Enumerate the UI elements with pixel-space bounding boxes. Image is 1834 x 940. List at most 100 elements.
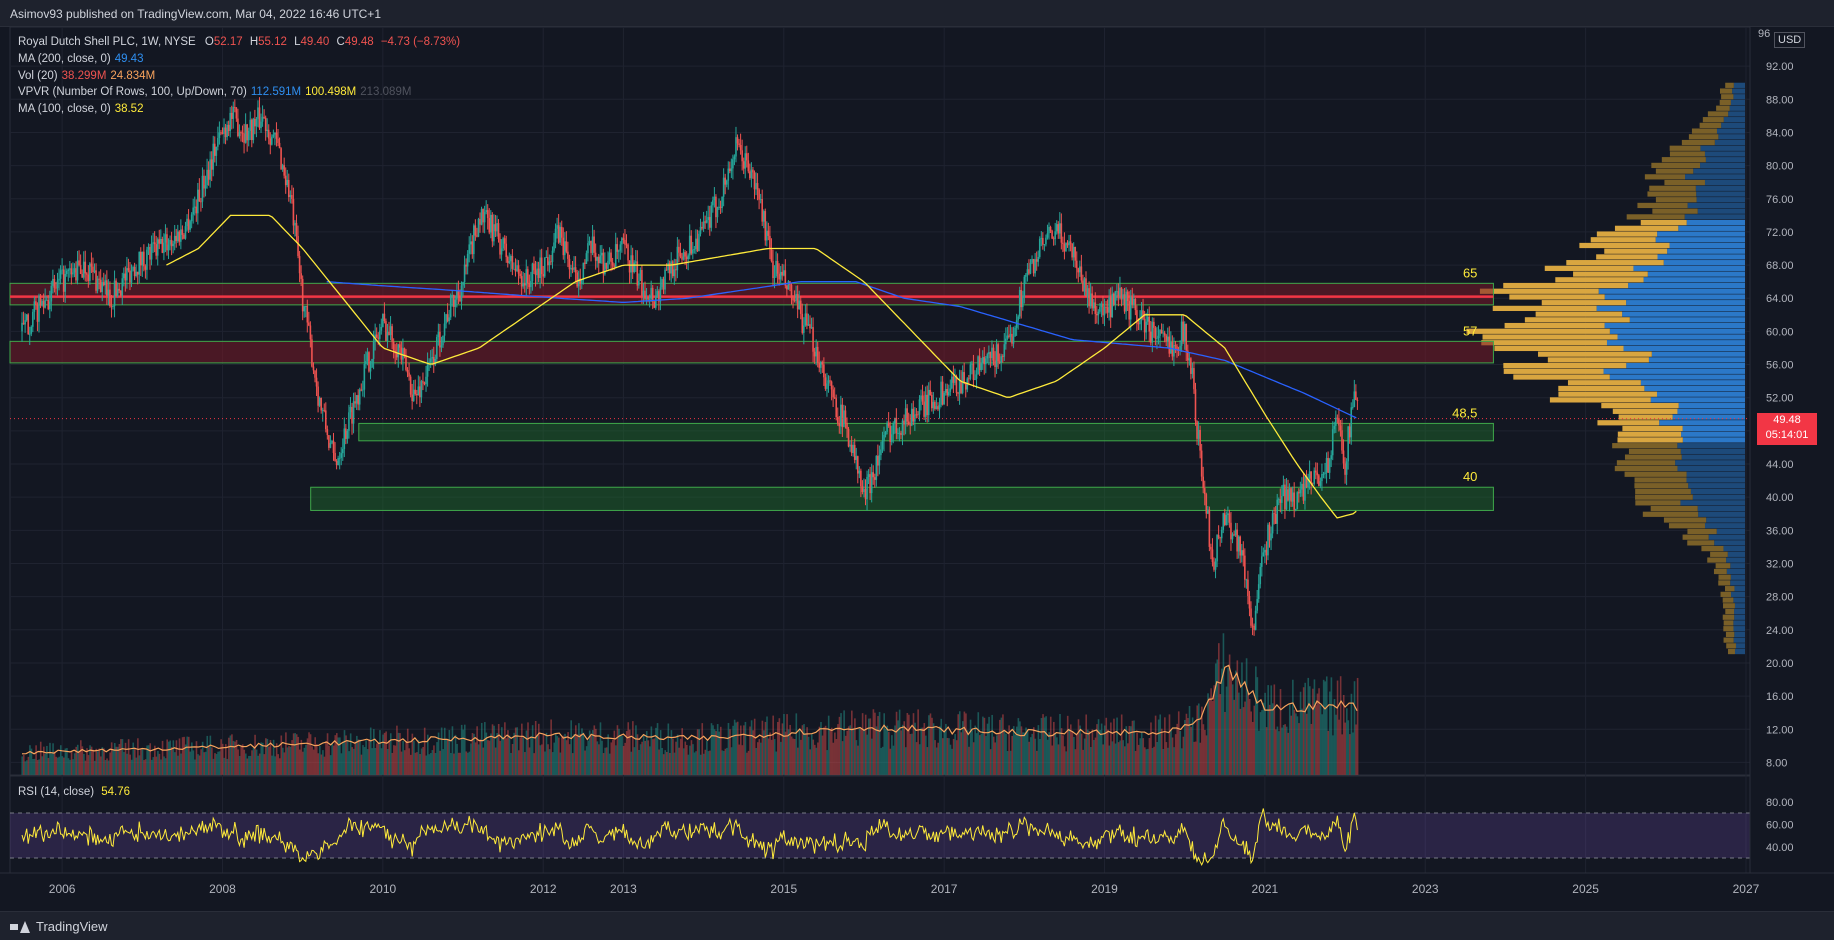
candle-body <box>106 280 108 296</box>
candle-body <box>64 274 67 292</box>
volume-bar <box>1255 666 1257 775</box>
vp-row-down <box>1718 574 1731 580</box>
candle-body <box>1105 306 1107 308</box>
vp-row-up <box>1626 362 1745 369</box>
volume-bar <box>1171 737 1174 775</box>
candle-body <box>489 214 492 233</box>
candle-body <box>264 117 267 131</box>
candle-body <box>722 177 725 197</box>
volume-bar <box>886 725 889 775</box>
volume-bar <box>1167 747 1169 775</box>
volume-bar <box>601 740 603 775</box>
candle-body <box>477 219 480 237</box>
volume-bar <box>918 744 921 775</box>
volume-bar <box>778 718 781 775</box>
candle-body <box>892 423 895 435</box>
vp-row-up <box>1657 231 1745 237</box>
volume-bar <box>1054 733 1057 775</box>
candle-body <box>197 189 199 214</box>
candle-body <box>308 322 310 326</box>
candle-body <box>286 179 289 186</box>
candle-body <box>590 241 592 253</box>
candle-body <box>1304 476 1306 501</box>
vp-row-down <box>1650 505 1698 512</box>
volume-bar <box>36 760 39 775</box>
candle-body <box>1208 509 1211 547</box>
candle-body <box>889 425 891 442</box>
rsi-legend[interactable]: RSI (14, close) 54.76 <box>18 786 130 798</box>
candle-body <box>715 196 717 218</box>
volume-bar <box>1012 726 1015 775</box>
candle-body <box>163 242 165 253</box>
volume-bar <box>306 738 309 775</box>
vp-row-up <box>1675 460 1745 466</box>
volume-bar <box>655 727 657 775</box>
volume-bar <box>38 759 40 775</box>
vp-row-up <box>1727 551 1745 557</box>
volume-bar <box>67 758 70 775</box>
candle-body <box>840 404 842 427</box>
currency-label[interactable]: USD <box>1774 32 1806 48</box>
volume-bar <box>1182 736 1185 775</box>
volume-bar <box>744 721 747 775</box>
volume-bar <box>197 754 199 775</box>
volume-bar <box>266 738 269 775</box>
volume-bar <box>621 736 623 775</box>
volume-bar <box>817 742 819 775</box>
vp-row-down <box>1567 380 1641 386</box>
vp-row-down <box>1637 202 1688 209</box>
rsi-tick-label: 80.00 <box>1766 797 1794 809</box>
volume-bar <box>559 752 562 775</box>
vp-row-down <box>1635 494 1693 500</box>
candle-body <box>641 270 643 296</box>
candle-body <box>815 346 817 357</box>
candle-body <box>217 137 219 147</box>
candle-body <box>1261 556 1263 567</box>
volume-bar <box>397 732 400 775</box>
volume-bar <box>1079 725 1081 775</box>
candle-body <box>989 352 992 359</box>
candle-body <box>772 261 774 278</box>
candle-body <box>897 433 899 434</box>
candle-body <box>155 244 157 256</box>
candle-body <box>776 260 779 274</box>
volume-bar <box>232 740 235 775</box>
volume-bar <box>360 754 363 775</box>
volume-bar <box>798 729 801 775</box>
volume-bar <box>633 747 636 775</box>
candle-body <box>678 246 680 253</box>
candle-body <box>681 256 683 260</box>
candle-body <box>112 306 114 307</box>
candle-body <box>548 261 551 266</box>
volume-bar <box>288 746 290 775</box>
vp-row-up <box>1696 197 1745 203</box>
volume-bar <box>456 743 458 775</box>
candle-body <box>607 260 609 269</box>
candle-body <box>87 274 90 281</box>
volume-bar <box>812 739 815 775</box>
volume-bar <box>332 745 335 775</box>
candle-body <box>974 378 976 380</box>
volume-bar <box>465 751 468 775</box>
tradingview-brand[interactable]: TradingView <box>10 919 108 934</box>
candle-body <box>1351 407 1354 408</box>
volume-bar <box>1268 704 1271 775</box>
volume-bar <box>1298 723 1300 775</box>
candle-body <box>312 366 315 371</box>
candle-body <box>642 290 645 296</box>
volume-bar <box>1233 699 1236 775</box>
candle-body <box>511 255 514 269</box>
candle-body <box>929 389 932 395</box>
volume-bar <box>665 751 668 775</box>
volume-bar <box>511 744 514 775</box>
volume-bar <box>52 743 54 775</box>
volume-bar <box>945 723 947 775</box>
candle-body <box>465 264 467 267</box>
candle-body <box>61 269 63 271</box>
price-chart[interactable]: 655748,5409692.0088.0084.0080.0076.0072.… <box>0 27 1834 911</box>
candle-body <box>309 325 312 340</box>
volume-bar <box>95 748 98 775</box>
candle-body <box>580 280 583 285</box>
volume-bar <box>977 712 980 775</box>
vp-row-up <box>1733 626 1745 632</box>
